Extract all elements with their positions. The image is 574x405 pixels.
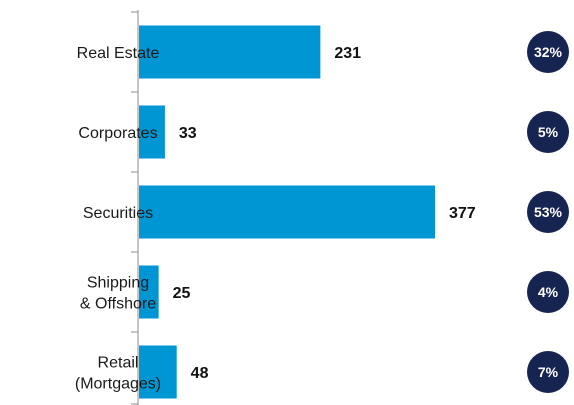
share-label: 32% (534, 44, 563, 60)
share-badge (527, 191, 569, 233)
category-label-line: Securities (83, 205, 153, 222)
share-badge (527, 31, 569, 73)
bar (139, 105, 165, 159)
share-badge (527, 351, 569, 393)
share-badge (527, 271, 569, 313)
share-badge (527, 111, 569, 153)
category-label-line: & Offshore (80, 296, 156, 313)
category-label-line: Shipping (87, 275, 149, 292)
bar (139, 345, 177, 399)
category-label: Securities (83, 205, 153, 222)
category-label-line: (Mortgages) (75, 376, 161, 393)
category-label: Shipping & Offshore (80, 275, 156, 313)
share-label: 4% (538, 284, 559, 300)
category-label: Corporates (78, 125, 157, 142)
category-label-line: Corporates (78, 125, 157, 142)
share-label: 5% (538, 124, 559, 140)
category-label: Retail (Mortgages) (75, 355, 161, 393)
bar (139, 185, 435, 239)
bar (139, 265, 159, 319)
category-label-line: Retail (98, 355, 139, 372)
share-label: 53% (534, 204, 563, 220)
value-label: 377 (449, 205, 476, 222)
share-label: 7% (538, 364, 559, 380)
value-label: 231 (334, 45, 361, 62)
category-label: Real Estate (77, 45, 160, 62)
bar (139, 25, 321, 79)
value-label: 48 (191, 365, 209, 382)
value-label: 33 (179, 125, 197, 142)
value-label: 25 (173, 285, 191, 302)
category-label-line: Real Estate (77, 45, 160, 62)
